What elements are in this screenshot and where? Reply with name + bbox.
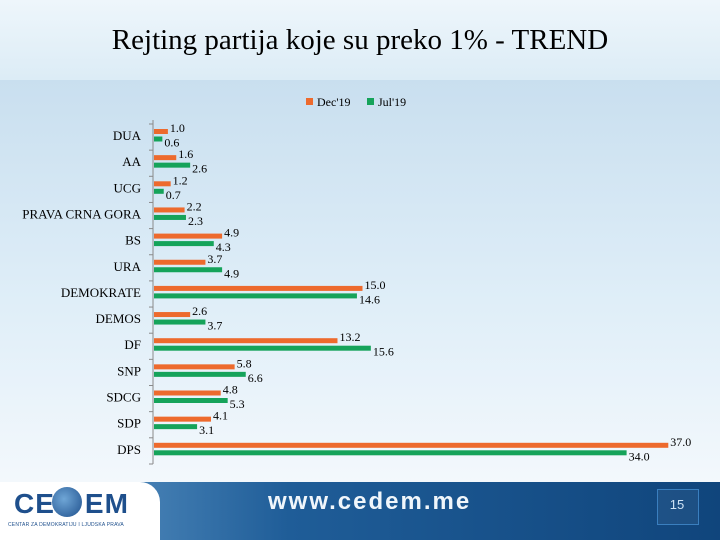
data-label-jul19: 2.3 xyxy=(188,214,203,228)
bar-dec19 xyxy=(154,181,171,187)
category-label: PRAVA CRNA GORA xyxy=(22,206,141,221)
bar-jul19 xyxy=(154,450,627,456)
data-label-jul19: 0.7 xyxy=(166,188,181,202)
bar-dec19 xyxy=(154,129,168,134)
data-label-jul19: 5.3 xyxy=(230,397,245,411)
bar-jul19 xyxy=(154,345,371,351)
data-label-dec19: 4.9 xyxy=(224,226,239,240)
data-label-dec19: 37.0 xyxy=(670,435,691,449)
category-label: DPS xyxy=(117,442,141,457)
data-label-dec19: 2.2 xyxy=(187,199,202,213)
bar-jul19 xyxy=(154,293,357,299)
bar-jul19 xyxy=(154,136,163,142)
legend-swatch-1 xyxy=(306,98,313,105)
bar-dec19 xyxy=(154,155,177,161)
bar-dec19 xyxy=(154,364,235,370)
legend-label-2: Jul'19 xyxy=(378,95,406,109)
data-label-jul19: 6.6 xyxy=(248,371,263,385)
data-label-dec19: 2.6 xyxy=(192,304,207,318)
bar-jul19 xyxy=(154,398,228,403)
website-link[interactable]: www.cedem.me xyxy=(268,488,472,515)
bar-jul19 xyxy=(154,424,198,430)
title-bar xyxy=(0,0,720,80)
category-label: SDP xyxy=(117,416,141,431)
bar-jul19 xyxy=(154,214,186,220)
data-label-jul19: 0.6 xyxy=(164,136,179,150)
bar-dec19 xyxy=(154,312,191,318)
bar-dec19 xyxy=(154,442,669,448)
bar-dec19 xyxy=(154,207,185,213)
category-label: SNP xyxy=(117,363,141,378)
data-label-jul19: 2.6 xyxy=(192,162,207,176)
bar-jul19 xyxy=(154,267,223,273)
data-label-jul19: 4.9 xyxy=(224,266,239,280)
data-label-jul19: 4.3 xyxy=(216,240,231,254)
data-label-dec19: 4.8 xyxy=(223,383,238,397)
data-label-jul19: 15.6 xyxy=(373,345,394,359)
bar-jul19 xyxy=(154,241,214,247)
bar-dec19 xyxy=(154,259,206,265)
category-label: SDCG xyxy=(106,390,141,405)
logo: CE EM xyxy=(14,488,129,520)
page-title: Rejting partija koje su preko 1% - TREND xyxy=(111,24,609,56)
bar-dec19 xyxy=(154,285,363,291)
data-label-dec19: 3.7 xyxy=(207,252,222,266)
data-label-dec19: 1.6 xyxy=(178,147,193,161)
category-label: UCG xyxy=(114,180,141,195)
category-label: DF xyxy=(124,337,141,352)
data-label-dec19: 1.0 xyxy=(170,121,185,135)
page-number-box xyxy=(657,489,699,525)
bar-jul19 xyxy=(154,162,191,168)
bar-dec19 xyxy=(154,416,211,422)
data-label-jul19: 3.1 xyxy=(199,423,214,437)
data-label-jul19: 34.0 xyxy=(629,449,650,463)
category-label: DEMOS xyxy=(95,311,141,326)
bar-jul19 xyxy=(154,319,206,325)
content-background xyxy=(0,80,720,482)
data-label-dec19: 1.2 xyxy=(173,173,188,187)
data-label-jul19: 3.7 xyxy=(207,319,222,333)
bar-jul19 xyxy=(154,188,164,194)
category-label: BS xyxy=(125,233,141,248)
logo-subtitle: CENTAR ZA DEMOKRATIJU I LJUDSKA PRAVA xyxy=(8,522,124,528)
bar-dec19 xyxy=(154,338,338,344)
data-label-dec19: 4.1 xyxy=(213,409,228,423)
logo-background xyxy=(0,482,160,540)
category-label: AA xyxy=(122,154,141,169)
category-label: DEMOKRATE xyxy=(61,285,141,300)
legend-swatch-2 xyxy=(367,98,374,105)
data-label-dec19: 5.8 xyxy=(237,356,252,370)
bar-dec19 xyxy=(154,233,223,239)
logo-emblem xyxy=(52,487,82,517)
category-label: URA xyxy=(114,259,142,274)
logo-right-text: EM xyxy=(84,488,129,519)
page-number: 15 xyxy=(669,497,685,512)
category-label: DUA xyxy=(113,128,142,143)
data-label-dec19: 13.2 xyxy=(339,330,360,344)
data-label-jul19: 14.6 xyxy=(359,292,380,306)
bar-dec19 xyxy=(154,390,221,396)
data-label-dec19: 15.0 xyxy=(365,278,386,292)
bar-jul19 xyxy=(154,371,246,377)
logo-left-text: CE xyxy=(14,488,55,519)
legend-label-1: Dec'19 xyxy=(317,95,350,109)
